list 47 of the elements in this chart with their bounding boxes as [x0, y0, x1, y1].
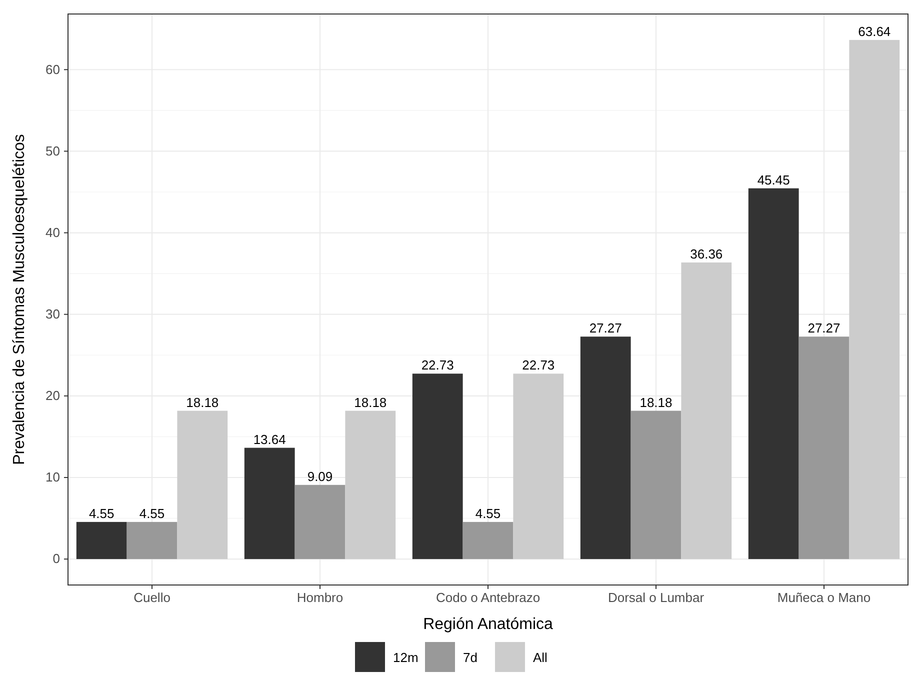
legend-label: 12m: [393, 650, 418, 665]
data-label: 18.18: [186, 394, 219, 410]
y-axis-title: Prevalencia de Síntomas Musculoesqueléticos: [11, 134, 28, 465]
data-label: 36.36: [690, 246, 723, 262]
data-label: 18.18: [354, 394, 387, 410]
data-label: 4.55: [475, 506, 501, 521]
bar: [244, 448, 295, 560]
data-label: 4.55: [88, 506, 114, 521]
bar: [580, 336, 631, 560]
x-axis-title: Región Anatómica: [423, 616, 554, 633]
bar: [630, 410, 682, 560]
data-label: 27.27: [589, 320, 622, 336]
data-label: 63.64: [858, 24, 891, 39]
y-tick-label: 50: [46, 143, 60, 158]
data-label: 22.73: [421, 358, 454, 373]
data-label: 9.09: [307, 468, 333, 484]
data-label: 22.73: [522, 358, 555, 373]
x-tick-label: Cuello: [134, 590, 170, 606]
data-label: 4.55: [139, 506, 165, 521]
y-tick-label: 10: [46, 470, 60, 485]
legend-label: 7d: [463, 650, 478, 665]
y-tick-label: 20: [46, 388, 60, 404]
bar: [294, 484, 346, 560]
bar: [345, 410, 396, 560]
data-label: 13.64: [253, 432, 286, 447]
legend-label: All: [533, 650, 548, 665]
x-tick-label: Muñeca o Mano: [777, 590, 871, 606]
bar: [513, 374, 564, 560]
y-tick-label: 40: [46, 224, 60, 240]
y-tick-label: 0: [52, 551, 60, 566]
x-tick-label: Dorsal o Lumbar: [608, 590, 705, 606]
x-tick-label: Hombro: [296, 590, 344, 606]
data-label: 27.27: [808, 320, 840, 336]
x-tick-label: Codo o Antebrazo: [436, 590, 540, 606]
y-tick-label: 60: [46, 62, 60, 77]
bar: [681, 262, 732, 560]
bar: [849, 40, 900, 560]
data-label: 45.45: [757, 172, 790, 188]
bar: [126, 522, 178, 560]
bar: [76, 522, 127, 560]
data-label: 18.18: [640, 394, 672, 410]
bar: [177, 410, 228, 560]
bar: [412, 374, 463, 560]
bar: [748, 188, 799, 560]
bar: [462, 522, 514, 560]
y-tick-label: 30: [46, 306, 60, 322]
bar: [798, 336, 850, 560]
